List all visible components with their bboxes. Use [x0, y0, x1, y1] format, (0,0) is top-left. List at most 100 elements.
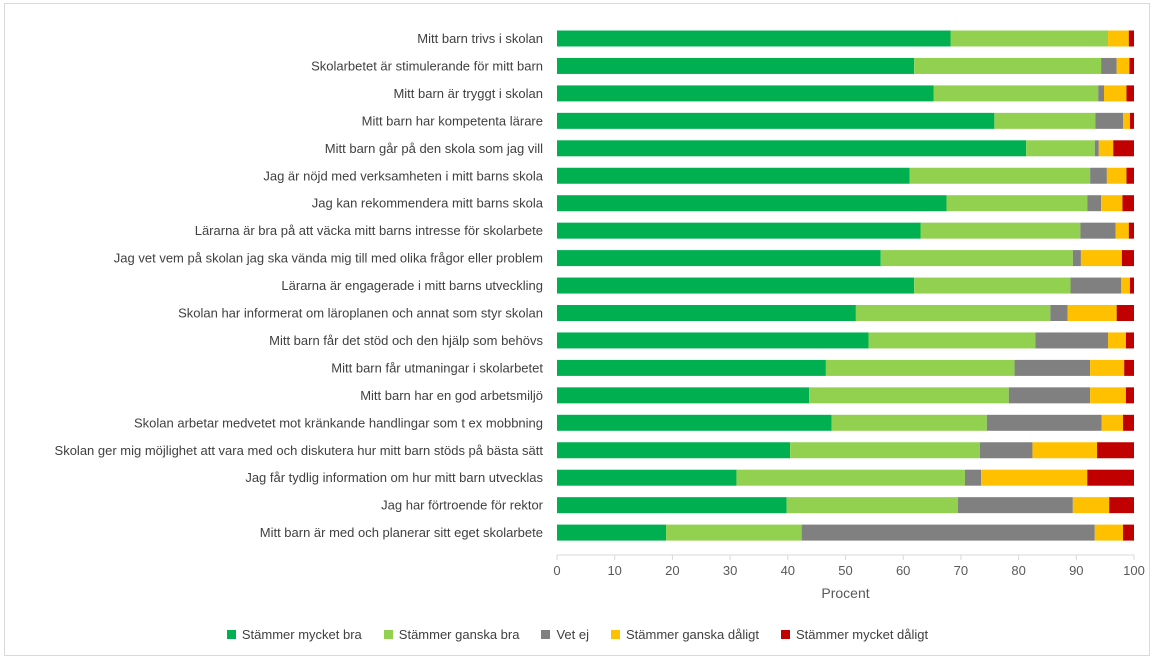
bar-segment-series-0	[557, 387, 810, 404]
bar-segment-series-0	[557, 305, 856, 321]
legend-item: Stämmer mycket bra	[226, 627, 362, 642]
bar-segment-series-4	[1087, 469, 1134, 486]
bar-segment-series-2	[1087, 195, 1102, 212]
chart-legend: Stämmer mycket bra Stämmer ganska bra Vet …	[0, 627, 1155, 642]
bar-segment-series-2	[1090, 167, 1107, 184]
bar-segment-series-3	[1072, 497, 1110, 514]
bar-segment-series-1	[914, 57, 1102, 74]
bar-segment-series-0	[557, 250, 881, 267]
category-label: Mitt barn får utmaningar i skolarbetet	[331, 360, 543, 375]
bar-segment-series-4	[1129, 57, 1134, 74]
bar-segment-series-0	[557, 30, 951, 47]
bar-segment-series-0	[557, 497, 787, 514]
bar-segment-series-1	[880, 250, 1073, 267]
legend-item: Vet ej	[541, 627, 589, 642]
bar-segment-series-3	[1123, 112, 1130, 129]
x-axis-title: Procent	[821, 585, 869, 601]
category-label: Jag har förtroende för rektor	[381, 498, 544, 513]
legend-swatch	[383, 630, 393, 639]
legend-item: Stämmer ganska dåligt	[610, 627, 759, 642]
x-tick-label: 100	[1123, 563, 1145, 578]
bar-segment-series-1	[868, 332, 1036, 349]
chart-frame	[4, 3, 1150, 656]
bar-segment-series-4	[1113, 140, 1134, 157]
bar-segment-series-4	[1124, 359, 1134, 376]
legend-item: Stämmer ganska bra	[383, 627, 520, 642]
bar-segment-series-0	[557, 359, 826, 376]
bar-segment-series-0	[557, 414, 832, 431]
bar-segment-series-3	[1090, 387, 1126, 404]
bar-segment-series-2	[1014, 359, 1091, 376]
bar-segment-series-2	[1098, 85, 1104, 102]
bar-segment-series-1	[946, 195, 1088, 212]
bar-segment-series-3	[1116, 57, 1130, 74]
bar-segment-series-0	[557, 167, 910, 184]
legend-label: Stämmer ganska bra	[398, 627, 520, 642]
x-tick-label: 40	[781, 563, 795, 578]
legend-swatch	[226, 630, 236, 639]
bar-segment-series-2	[986, 414, 1102, 431]
bar-segment-series-2	[1035, 332, 1109, 349]
bar-segment-series-3	[1080, 250, 1122, 267]
x-tick-label: 20	[665, 563, 679, 578]
x-tick-label: 80	[1011, 563, 1025, 578]
legend-label: Stämmer ganska dåligt	[625, 627, 759, 642]
bar-segment-series-3	[1098, 140, 1114, 157]
bar-segment-series-0	[557, 277, 915, 294]
bar-segment-series-3	[1067, 305, 1117, 321]
category-label: Mitt barn går på den skola som jag vill	[325, 141, 543, 156]
bar-segment-series-3	[1108, 30, 1129, 47]
bar-segment-series-4	[1129, 277, 1134, 294]
bar-segment-series-3	[1094, 524, 1124, 541]
bar-segment-series-4	[1128, 222, 1134, 239]
bar-segment-series-4	[1126, 167, 1134, 184]
category-label: Mitt barn får det stöd och den hjälp som…	[269, 333, 543, 348]
bar-segment-series-3	[1103, 85, 1127, 102]
bar-segment-series-1	[914, 277, 1071, 294]
bar-segment-series-4	[1097, 442, 1134, 459]
bar-segment-series-1	[825, 359, 1015, 376]
category-label: Mitt barn trivs i skolan	[417, 31, 543, 46]
bar-segment-series-2	[801, 524, 1095, 541]
bar-segment-series-2	[979, 442, 1033, 459]
legend-swatch	[780, 630, 790, 639]
x-tick-label: 60	[896, 563, 910, 578]
bar-segment-series-0	[557, 524, 667, 541]
x-tick-label: 50	[838, 563, 852, 578]
legend-swatch	[610, 630, 620, 639]
category-label: Lärarna är bra på att väcka mitt barns i…	[195, 223, 543, 238]
bar-segment-series-1	[666, 524, 802, 541]
legend-item: Stämmer mycket dåligt	[780, 627, 929, 642]
bar-segment-series-3	[1090, 359, 1125, 376]
legend-label: Vet ej	[556, 627, 589, 642]
bar-segment-series-1	[950, 30, 1109, 47]
bar-segment-series-3	[1108, 332, 1126, 349]
bar-segment-series-2	[1008, 387, 1091, 404]
bar-segment-series-3	[1106, 167, 1127, 184]
bar-segment-series-1	[920, 222, 1081, 239]
bar-segment-series-1	[909, 167, 1091, 184]
bar-segment-series-2	[958, 497, 1073, 514]
bar-segment-series-0	[557, 195, 947, 212]
x-tick-label: 70	[954, 563, 968, 578]
legend-label: Stämmer mycket dåligt	[795, 627, 929, 642]
x-tick-label: 10	[607, 563, 621, 578]
bar-segment-series-4	[1129, 112, 1134, 129]
category-label: Jag vet vem på skolan jag ska vända mig …	[114, 251, 543, 266]
bar-segment-series-1	[994, 112, 1096, 129]
bar-segment-series-0	[557, 469, 737, 486]
bar-segment-series-0	[557, 332, 869, 349]
bar-segment-series-4	[1125, 387, 1134, 404]
bar-segment-series-2	[1070, 277, 1122, 294]
bar-segment-series-3	[1121, 277, 1130, 294]
category-label: Lärarna är engagerade i mitt barns utvec…	[281, 278, 543, 293]
bar-segment-series-2	[1072, 250, 1081, 267]
bar-segment-series-0	[557, 222, 921, 239]
bar-segment-series-0	[557, 442, 791, 459]
bar-segment-series-4	[1128, 30, 1134, 47]
bar-segment-series-3	[1032, 442, 1098, 459]
legend-swatch	[541, 630, 551, 639]
bar-segment-series-2	[1080, 222, 1116, 239]
bar-segment-series-4	[1109, 497, 1134, 514]
